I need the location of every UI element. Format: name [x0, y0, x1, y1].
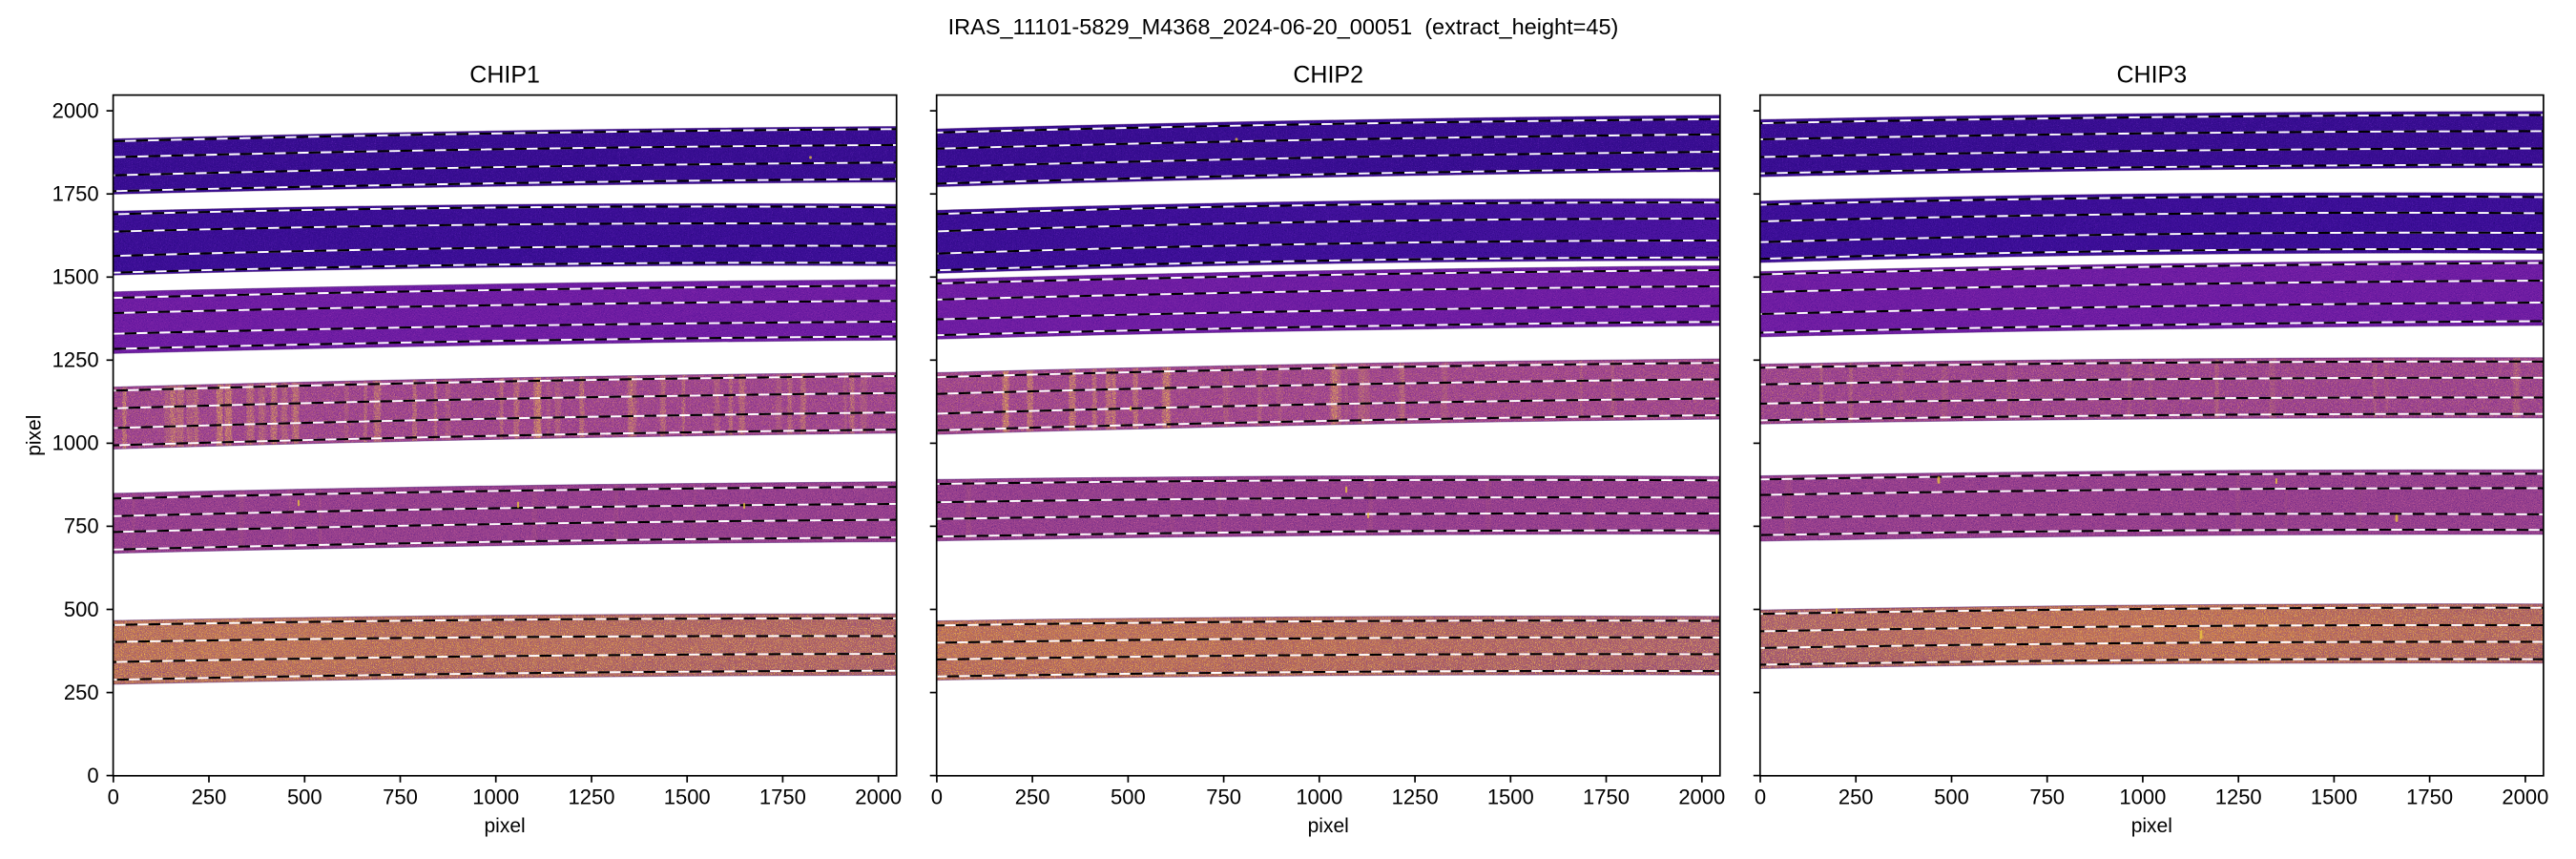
- svg-text:1250: 1250: [52, 348, 99, 372]
- svg-text:250: 250: [1015, 786, 1050, 809]
- svg-text:pixel: pixel: [484, 815, 525, 837]
- svg-text:pixel: pixel: [2131, 815, 2172, 837]
- svg-text:750: 750: [383, 786, 418, 809]
- svg-text:500: 500: [1111, 786, 1146, 809]
- svg-text:0: 0: [87, 764, 98, 787]
- svg-text:2000: 2000: [2502, 786, 2548, 809]
- svg-text:pixel: pixel: [24, 415, 46, 456]
- svg-text:1250: 1250: [1392, 786, 1439, 809]
- svg-text:1000: 1000: [2119, 786, 2166, 809]
- svg-text:500: 500: [287, 786, 322, 809]
- svg-text:1000: 1000: [472, 786, 519, 809]
- svg-text:CHIP1: CHIP1: [469, 62, 540, 89]
- svg-text:0: 0: [931, 786, 943, 809]
- svg-text:CHIP2: CHIP2: [1293, 62, 1363, 89]
- svg-text:1250: 1250: [569, 786, 615, 809]
- svg-text:1000: 1000: [52, 431, 99, 455]
- svg-text:250: 250: [1839, 786, 1874, 809]
- svg-text:1750: 1750: [759, 786, 806, 809]
- svg-text:pixel: pixel: [1308, 815, 1349, 837]
- svg-text:0: 0: [1755, 786, 1766, 809]
- svg-text:1500: 1500: [664, 786, 711, 809]
- svg-text:CHIP3: CHIP3: [2116, 62, 2187, 89]
- svg-text:750: 750: [64, 514, 99, 538]
- svg-text:1500: 1500: [2311, 786, 2358, 809]
- svg-text:IRAS_11101-5829_M4368_2024-06-: IRAS_11101-5829_M4368_2024-06-20_00051 (…: [948, 14, 1619, 39]
- svg-text:1500: 1500: [52, 265, 99, 289]
- svg-text:1000: 1000: [1296, 786, 1342, 809]
- svg-text:1500: 1500: [1487, 786, 1534, 809]
- svg-text:500: 500: [1934, 786, 1969, 809]
- svg-text:1750: 1750: [52, 182, 99, 206]
- svg-text:2000: 2000: [52, 98, 99, 122]
- svg-text:1750: 1750: [1583, 786, 1630, 809]
- svg-text:750: 750: [1206, 786, 1241, 809]
- svg-text:250: 250: [64, 681, 99, 704]
- svg-text:0: 0: [108, 786, 119, 809]
- svg-text:500: 500: [64, 597, 99, 621]
- svg-text:1750: 1750: [2406, 786, 2453, 809]
- svg-text:750: 750: [2029, 786, 2065, 809]
- svg-text:250: 250: [192, 786, 227, 809]
- svg-text:2000: 2000: [1678, 786, 1725, 809]
- svg-text:2000: 2000: [855, 786, 902, 809]
- svg-text:1250: 1250: [2215, 786, 2262, 809]
